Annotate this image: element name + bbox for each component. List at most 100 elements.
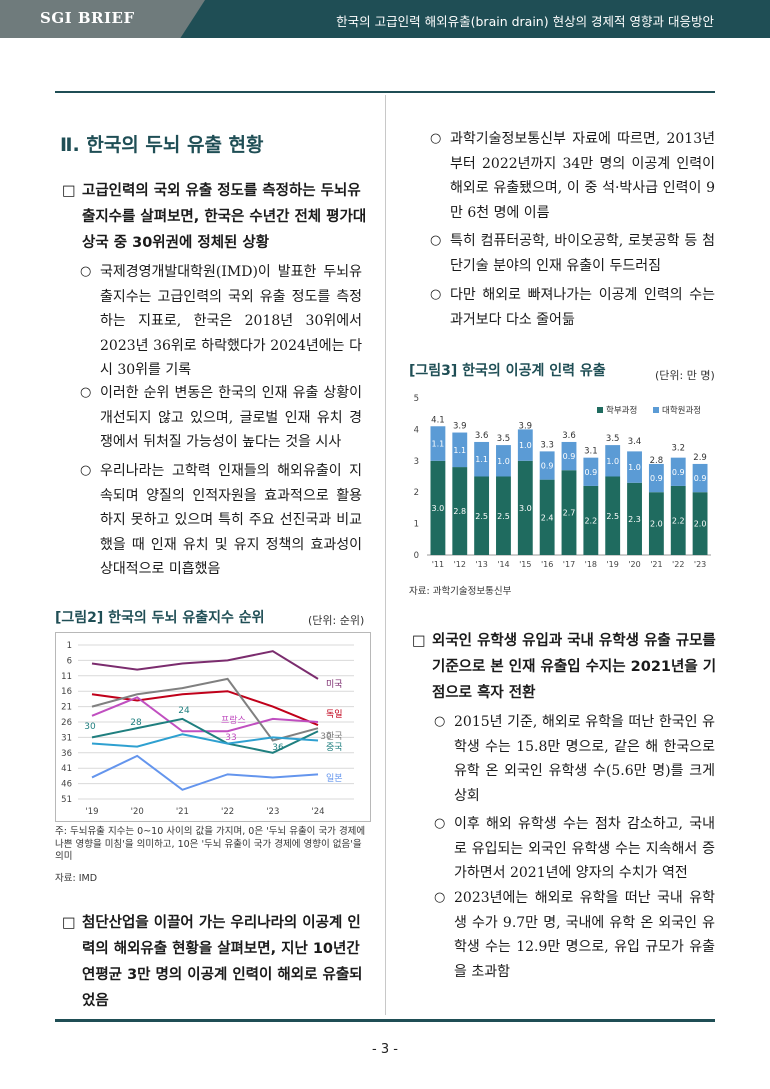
fig3-ytick-5: 5 [414,394,419,404]
fig3-bar-chart: 0 1 2 3 4 5 3.0 1.1 4.1 '11 2.8 1.1 3.9 '12 2.5 1.1 3.6 '… [414,394,711,569]
fig3-bar-0-0 [430,460,446,555]
fig3-bar-0-6 [561,470,577,555]
left-box1: □ 고급인력의 국외 유출 정도를 측정하는 두뇌유출지수를 살펴보면, 한국은… [62,183,367,251]
fig3-total-label-10: 2.8 [650,456,664,466]
fig2-annotation-2: 24 [178,706,190,716]
fig2-series-line-4 [91,717,319,754]
fig2-series-label-6: 일본 [326,773,343,784]
fig3-total-label-1: 3.9 [453,422,467,432]
section-title: Ⅱ. 한국의 두뇌 유출 현황 [60,134,264,156]
right-p6: ○ 2023년에는 해외로 유학을 떠난 국내 유학생 수가 9.7만 명, 국… [434,890,715,980]
fig3-bar-label-1-12: 0.9 [694,474,707,483]
fig3-total-label-11: 3.2 [671,444,685,454]
fig3-bar-label-1-4: 1.0 [519,441,532,450]
fig2-source: 자료: IMD [55,873,98,884]
fig3-bar-label-1-11: 0.9 [672,468,685,477]
fig2-line-chart: 16111621263136414651'19'20'21'22'23'24미국… [61,641,354,817]
fig3-bar-1-12 [692,463,708,493]
fig3-bar-label-1-10: 0.9 [650,474,663,483]
left-box2: □ 첨단산업을 이끌어 가는 우리나라의 이공계 인력의 해외유출 현황을 살펴… [62,915,363,1009]
fig3-ytick-3: 3 [414,457,419,467]
fig3-total-label-12: 2.9 [693,453,707,463]
fig2-annotation-3: 33 [225,733,236,743]
fig3-total-label-7: 3.1 [584,447,598,457]
fig3-total-label-2: 3.6 [475,431,489,441]
fig3-bar-label-0-4: 3.0 [519,504,532,513]
fig3-total-label-4: 3.9 [519,422,533,432]
fig3-xtick-7: '18 [585,560,597,569]
fig3-total-label-3: 3.5 [497,434,511,444]
fig3-bar-1-6 [561,441,577,471]
fig2-ytick-10: 51 [61,795,72,805]
fig3-xtick-1: '12 [454,560,466,569]
fig3-bar-label-0-9: 2.3 [628,515,641,524]
fig3-xtick-11: '22 [672,560,684,569]
fig2-annotation-5: 30 [320,732,332,742]
fig3-bar-label-1-3: 1.0 [497,457,510,466]
fig3-xtick-8: '19 [606,560,618,569]
fig3-bar-1-0 [430,426,446,461]
fig3-bar-0-11 [670,485,686,555]
fig3-bar-label-1-9: 1.0 [628,463,641,472]
fig3-bar-1-8 [605,445,621,477]
fig2-xtick-4: '23 [266,807,279,817]
right-p2: ○ 특히 컴퓨터공학, 바이오공학, 로봇공학 등 첨단기술 분야의 인재 유출… [430,233,715,274]
page-number: - 3 - [372,1042,398,1057]
fig3-chart-frame: 0 1 2 3 4 5 3.0 1.1 4.1 '11 2.8 1.1 3.9 '12 2.5 1.1 3.6 '… [405,385,717,577]
fig3-xtick-0: '11 [432,560,444,569]
fig3-bar-0-5 [539,479,555,555]
fig2-series-line-6 [91,754,319,791]
fig2-chart-frame: 1 6 11 16 21 26 31 36 41 46 51'19'20'21'22'23'24 미국… [55,632,371,822]
fig2-ytick-9: 46 [61,780,72,790]
fig2-ytick-8: 41 [61,764,72,774]
fig3-xtick-6: '17 [563,560,575,569]
fig3-xtick-12: '23 [694,560,706,569]
fig2-series-label-1: 독일 [326,709,343,720]
fig3-bar-0-12 [692,492,708,555]
fig2-series-line-5 [91,733,319,748]
fig2-ytick-4: 21 [61,703,72,713]
fig2-series-label-2: 프랑스 [221,714,246,726]
fig2-xtick-1: '20 [131,807,144,817]
fig3-xtick-4: '15 [519,560,531,569]
fig2-ytick-1: 6 [67,656,72,666]
fig2-ytick-7: 36 [61,749,72,759]
fig2-xtick-5: '24 [311,807,324,817]
fig3-bar-0-10 [648,492,664,555]
fig3-bar-label-0-12: 2.0 [694,520,707,529]
right-p1: ○ 과학기술정보통신부 자료에 따르면, 2013년부터 2022년까지 34만… [430,131,715,221]
fig2-annotation-1: 28 [130,718,142,728]
fig2-series-label-0: 미국 [326,679,343,690]
fig3-bar-0-1 [452,467,468,555]
fig3-xtick-10: '21 [650,560,662,569]
brand-label: SGI BRIEF [40,9,135,27]
fig3-source: 자료: 과학기술정보통신부 [409,586,512,597]
fig3-bar-label-1-5: 0.9 [541,462,554,471]
fig3-total-label-9: 3.4 [628,437,642,447]
right-box1: □ 외국인 유학생 유입과 국내 유학생 유출 규모를 기준으로 본 인재 유출… [412,633,717,701]
fig3-xtick-9: '20 [628,560,640,569]
fig3-ytick-1: 1 [414,520,419,530]
fig2-title: [그림2] 한국의 두뇌 유출지수 순위 [55,610,265,626]
header-brand-block [0,0,205,38]
fig3-total-label-5: 3.3 [540,440,554,450]
fig3-bar-0-4 [517,460,533,555]
fig2-annotation-0: 30 [84,722,96,732]
right-p3: ○ 다만 해외로 빠져나가는 이공계 인력의 수는 과거보다 다소 줄어듦 [430,287,715,328]
right-p5: ○ 이후 해외 유학생 수는 점차 감소하고, 국내로 유입되는 외국인 유학생… [434,816,715,881]
fig2-series-line-0 [91,650,319,680]
fig3-bar-label-1-7: 0.9 [584,468,597,477]
fig3-bar-1-5 [539,451,555,480]
fig3-title: [그림3] 한국의 이공계 인력 유출 [409,363,606,379]
fig3-bar-1-4 [517,429,533,461]
fig3-bar-label-0-7: 2.2 [584,516,597,525]
fig3-legend-label-1: 대학원과정 [662,405,701,416]
fig3-bar-0-8 [605,476,621,555]
fig3-total-label-0: 4.1 [431,415,445,425]
fig3-bar-label-0-8: 2.5 [606,512,619,521]
fig3-bar-1-2 [474,441,490,477]
column-divider [385,95,386,1015]
fig2-annotation-4: 36 [272,743,284,753]
fig3-bar-1-10 [648,463,664,493]
fig3-bar-0-9 [627,482,642,555]
